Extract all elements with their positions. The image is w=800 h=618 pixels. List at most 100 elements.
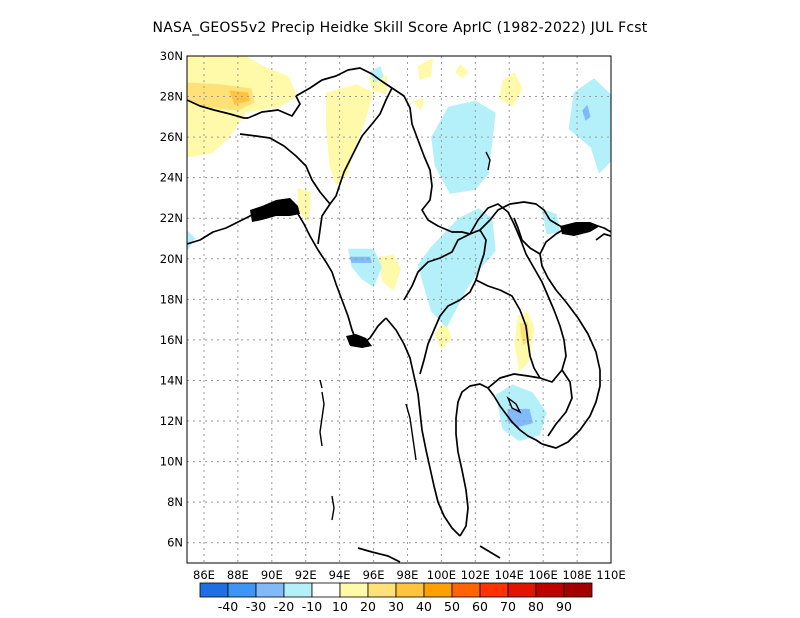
colorbar-swatch-4: [311, 582, 341, 598]
ganges-delta: [250, 198, 300, 222]
lon-tick-label-2: 90E: [261, 568, 283, 582]
shaded-region-6: [417, 58, 433, 81]
border-laos: [469, 203, 567, 371]
tonle-sap-lake: [506, 395, 522, 414]
colorbar-label-10: 70: [500, 599, 516, 614]
shaded-region-16: [348, 248, 382, 288]
colorbar-label-12: 90: [556, 599, 572, 614]
colorbar-swatch-1: [227, 582, 257, 598]
colorbar-swatch-9: [451, 582, 481, 598]
red-river-delta: [560, 222, 600, 236]
border-india-bangladesh: [239, 87, 393, 205]
lat-tick-label-8: 14N: [160, 373, 183, 387]
lon-tick-label-9: 104E: [495, 568, 524, 582]
skill-score-shading: [187, 56, 611, 442]
lat-tick-label-11: 8N: [167, 495, 183, 509]
coastline-hainan: [595, 233, 611, 241]
colorbar-swatch-2: [255, 582, 285, 598]
lat-tick-label-1: 28N: [160, 90, 183, 104]
inle-area: [485, 151, 491, 171]
shaded-region-23: [349, 256, 372, 263]
shaded-region-22: [507, 408, 533, 428]
border-nepal: [187, 99, 248, 119]
shaded-region-24: [582, 104, 591, 121]
lat-tick-label-3: 24N: [160, 171, 183, 185]
colorbar-swatch-5: [339, 582, 369, 598]
colorbar-label-1: -30: [246, 599, 266, 614]
colorbar-swatch-10: [479, 582, 509, 598]
lon-tick-label-8: 102E: [461, 568, 490, 582]
lon-tick-label-7: 100E: [427, 568, 456, 582]
colorbar-label-3: -10: [302, 599, 322, 614]
lat-tick-label-10: 10N: [160, 455, 183, 469]
colorbar-label-0: -40: [218, 599, 238, 614]
colorbar-label-11: 80: [528, 599, 544, 614]
lon-tick-label-1: 88E: [227, 568, 249, 582]
colorbar-label-7: 40: [416, 599, 432, 614]
mergui-archipelago: [405, 403, 417, 461]
map-title: NASA_GEOS5v2 Precip Heidke Skill Score A…: [152, 20, 648, 36]
shaded-region-17: [417, 208, 496, 328]
colorbar-swatch-0: [199, 582, 229, 598]
colorbar-label-5: 20: [360, 599, 376, 614]
graticule: [187, 55, 612, 563]
delta-coastline: [250, 198, 600, 348]
colorbar-label-8: 50: [444, 599, 460, 614]
coastline-sumatra: [357, 547, 401, 563]
lat-tick-label-9: 12N: [160, 414, 183, 428]
lat-tick-label-5: 20N: [160, 252, 183, 266]
lon-tick-label-4: 94E: [329, 568, 351, 582]
coco-islands: [319, 379, 323, 389]
border-cambodia: [487, 369, 573, 437]
coastline-gulf-of-thailand: [455, 383, 543, 537]
lon-tick-label-0: 86E: [193, 568, 215, 582]
shaded-region-10: [434, 319, 452, 351]
border-china-laos-vietnam: [479, 201, 567, 231]
border-bhutan: [247, 95, 301, 119]
colorbar-swatch-13: [563, 582, 593, 598]
latitude-labels: 30N 28N 26N 24N 22N 20N 18N 16N 14N 12N 10N 8N 6N: [160, 49, 183, 550]
irrawaddy-delta: [346, 334, 372, 348]
border-india-myanmar: [317, 203, 331, 245]
lon-tick-label-10: 106E: [529, 568, 558, 582]
lon-tick-label-5: 96E: [363, 568, 385, 582]
shaded-region-2: [229, 90, 250, 105]
island-groups: [319, 151, 522, 521]
colorbar: [199, 582, 593, 598]
lon-tick-label-11: 108E: [562, 568, 591, 582]
shaded-region-14: [368, 66, 384, 83]
colorbar-label-4: 10: [332, 599, 348, 614]
colorbar-labels: -40 -30 -20 -10 10 20 30 40 50 60 70 80 90: [218, 599, 572, 614]
colorbar-swatch-12: [535, 582, 565, 598]
lon-tick-label-12: 110E: [596, 568, 625, 582]
nicobar-islands: [331, 495, 335, 521]
lat-tick-label-2: 26N: [160, 130, 183, 144]
border-vietnam-north: [513, 217, 541, 255]
shaded-region-4: [297, 187, 311, 223]
shaded-region-13: [378, 254, 401, 292]
lat-tick-label-0: 30N: [160, 49, 183, 63]
border-thai-myanmar: [403, 229, 487, 375]
shaded-region-19: [568, 78, 611, 174]
longitude-labels: 86E 88E 90E 92E 94E 96E 98E 100E 102E 104E 106E 108…: [193, 568, 626, 582]
shaded-region-20: [187, 230, 196, 251]
colorbar-swatch-11: [507, 582, 537, 598]
lat-tick-label-4: 22N: [160, 211, 183, 225]
coastline-vietnam: [539, 223, 611, 449]
lon-tick-label-6: 98E: [397, 568, 419, 582]
shaded-region-3: [326, 84, 374, 186]
colorbar-swatch-6: [367, 582, 397, 598]
lat-tick-label-6: 18N: [160, 292, 183, 306]
shaded-region-9: [499, 72, 523, 107]
lat-tick-label-12: 6N: [167, 536, 183, 550]
shaded-region-7: [412, 98, 425, 111]
colorbar-label-9: 60: [472, 599, 488, 614]
border-mekong: [475, 279, 541, 379]
andaman-islands: [319, 391, 325, 447]
border-china-myanmar: [295, 67, 471, 235]
lon-tick-label-3: 92E: [295, 568, 317, 582]
coastline-tenasserim: [385, 317, 461, 537]
map-frame: [186, 55, 612, 564]
lat-tick-label-7: 16N: [160, 333, 183, 347]
